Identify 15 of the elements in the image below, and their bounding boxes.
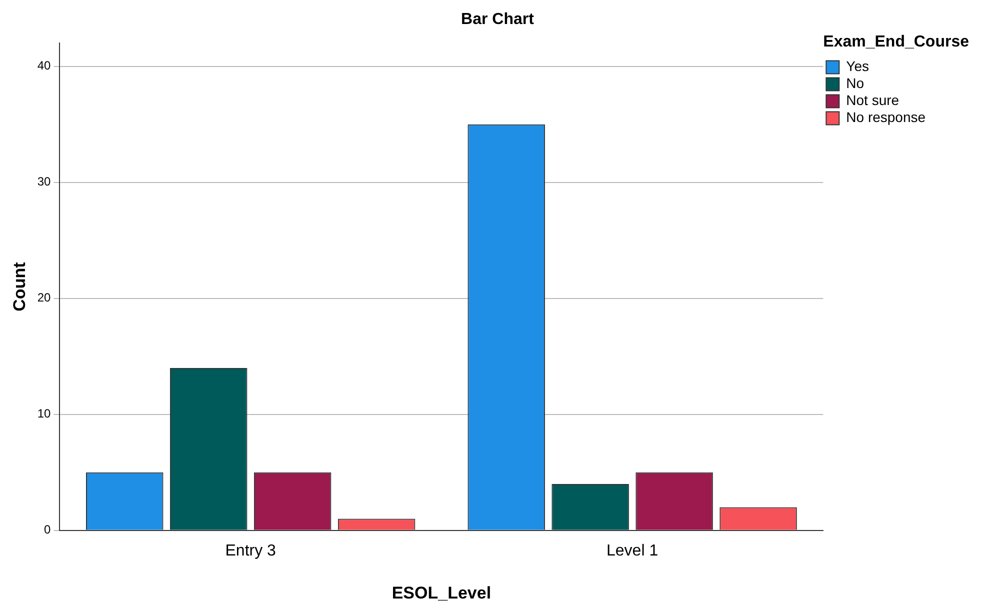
y-axis-title: Count	[10, 262, 29, 312]
y-tick-label: 10	[37, 406, 52, 421]
x-axis-title: ESOL_Level	[392, 583, 492, 602]
y-tick-label: 30	[37, 174, 52, 189]
legend-title: Exam_End_Course	[823, 33, 970, 50]
y-tick-label: 0	[44, 522, 52, 537]
legend-label: Yes	[846, 58, 870, 74]
y-tick-label: 40	[37, 58, 52, 73]
legend-label: No response	[846, 109, 926, 126]
legend-label: Not sure	[846, 92, 900, 108]
x-tick-label: Entry 3	[225, 542, 276, 560]
y-tick-label: 20	[37, 290, 52, 305]
chart-title: Bar Chart	[461, 11, 535, 28]
x-tick-label: Level 1	[606, 542, 658, 560]
legend-label: No	[846, 75, 864, 92]
